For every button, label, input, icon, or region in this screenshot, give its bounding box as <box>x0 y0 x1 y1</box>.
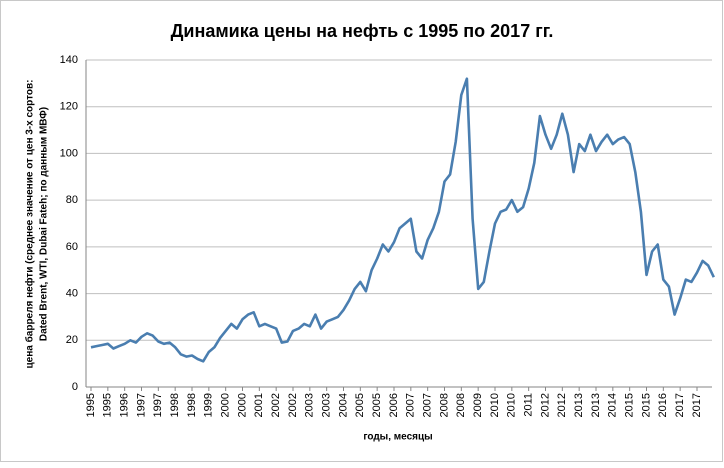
x-tick-label: 2013 <box>573 393 585 417</box>
x-tick-label: 2007 <box>405 393 417 417</box>
x-tick-label: 2008 <box>438 393 450 417</box>
chart-title: Динамика цены на нефть с 1995 по 2017 гг… <box>171 21 554 41</box>
x-tick-label: 2012 <box>556 393 568 417</box>
x-tick-label: 1997 <box>135 393 147 417</box>
y-tick-label: 140 <box>60 54 78 66</box>
price-line <box>90 77 715 363</box>
x-tick-label: 2017 <box>674 393 686 417</box>
x-tick-label: 2003 <box>304 393 316 417</box>
y-tick-label: 40 <box>66 287 78 299</box>
x-tick-label: 2005 <box>354 393 366 417</box>
x-tick-label: 2008 <box>455 393 467 417</box>
x-tick-label: 2017 <box>691 393 703 417</box>
x-tick-label: 1998 <box>169 393 181 417</box>
x-tick-label: 1996 <box>119 393 131 417</box>
y-tick-label: 120 <box>60 101 78 113</box>
y-tick-label: 60 <box>66 241 78 253</box>
x-tick-label: 2010 <box>506 393 518 417</box>
x-tick-label: 1995 <box>85 393 97 417</box>
x-axis-label: годы, месяцы <box>363 432 432 443</box>
x-tick-label: 2010 <box>489 393 501 417</box>
x-tick-label: 2000 <box>236 393 248 417</box>
x-tick-label: 2013 <box>590 393 602 417</box>
x-tick-label: 2006 <box>388 393 400 417</box>
x-tick-label: 2015 <box>624 393 636 417</box>
x-tick-label: 2004 <box>337 393 349 417</box>
x-tick-label: 2009 <box>472 393 484 417</box>
x-tick-label: 2016 <box>657 393 669 417</box>
x-tick-label: 2000 <box>220 393 232 417</box>
x-tick-label: 1998 <box>186 393 198 417</box>
y-tick-label: 20 <box>66 334 78 346</box>
x-tick-label: 2015 <box>640 393 652 417</box>
x-tick-label: 2002 <box>270 393 282 417</box>
x-tick-label: 2014 <box>607 393 619 417</box>
x-tick-label: 2003 <box>321 393 333 417</box>
y-axis-label: цена барреля нефти (среднее значение от … <box>24 80 36 369</box>
x-tick-label: 2007 <box>422 393 434 417</box>
y-tick-label: 80 <box>66 194 78 206</box>
x-tick-label: 1999 <box>203 393 215 417</box>
y-tick-label: 100 <box>60 147 78 159</box>
x-tick-label: 1997 <box>152 393 164 417</box>
x-tick-label: 2011 <box>523 393 535 417</box>
y-axis-label: Dated Brent, WTI, Dubai Fateh; по данным… <box>39 107 50 341</box>
y-tick-label: 0 <box>72 381 78 393</box>
x-tick-label: 2012 <box>539 393 551 417</box>
x-tick-label: 2005 <box>371 393 383 417</box>
x-tick-label: 2001 <box>253 393 265 417</box>
x-tick-label: 1995 <box>102 393 114 417</box>
x-tick-label: 2002 <box>287 393 299 417</box>
